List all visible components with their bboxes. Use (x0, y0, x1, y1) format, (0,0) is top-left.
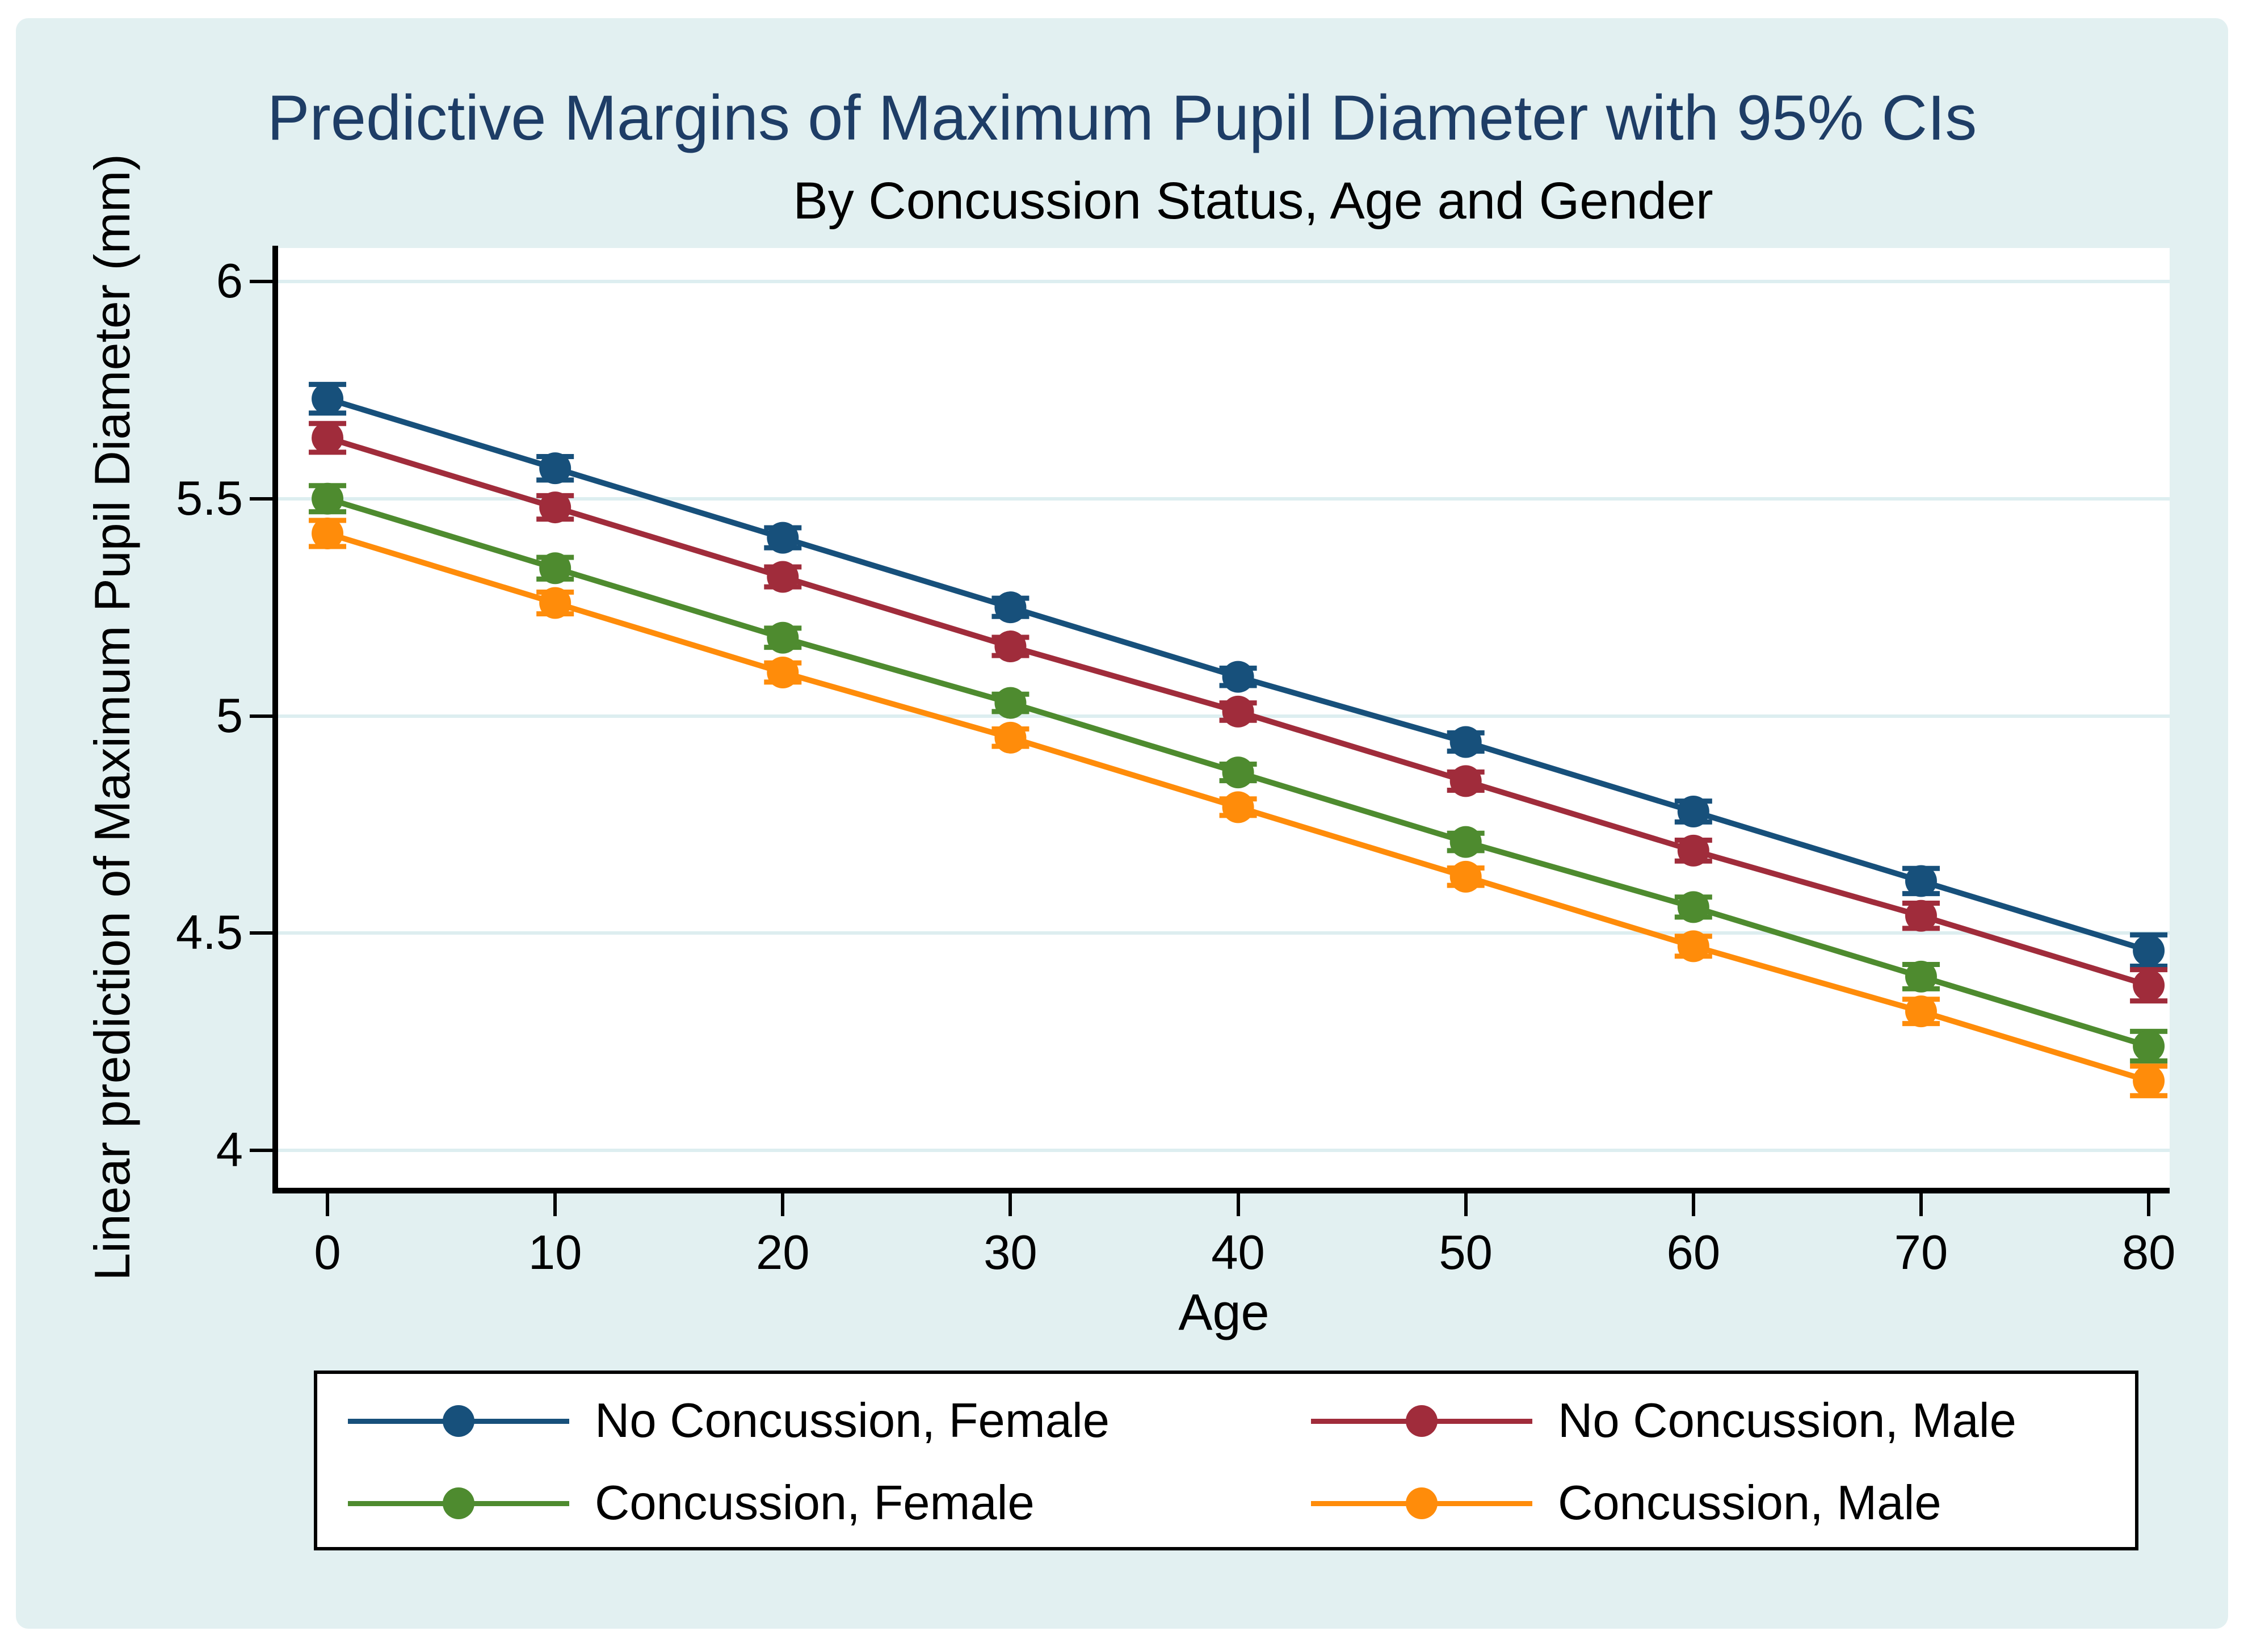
x-tick-mark (1236, 1193, 1240, 1216)
x-tick-label: 40 (1211, 1226, 1265, 1280)
legend-label: No Concussion, Female (595, 1394, 1110, 1448)
x-tick-mark (1691, 1193, 1695, 1216)
data-point-marker (1905, 899, 1937, 932)
x-tick-mark (326, 1193, 330, 1216)
data-point-marker (1449, 826, 1482, 858)
legend-key-marker (1406, 1487, 1438, 1519)
x-axis-line (272, 1188, 2170, 1193)
y-tick-mark (250, 714, 272, 718)
y-tick-label: 4 (216, 1123, 243, 1178)
data-point-marker (1449, 765, 1482, 797)
gridline-y-6 (278, 279, 2170, 283)
legend-label: Concussion, Female (595, 1476, 1035, 1530)
data-point-marker (539, 491, 571, 524)
x-tick-label: 70 (1894, 1226, 1948, 1280)
data-point-marker (1222, 756, 1254, 789)
x-tick-label: 0 (314, 1226, 341, 1280)
data-point-marker (1905, 995, 1937, 1028)
chart-title: Predictive Margins of Maximum Pupil Diam… (267, 82, 1977, 153)
data-point-marker (2133, 969, 2165, 1002)
data-point-marker (539, 587, 571, 619)
data-point-marker (994, 630, 1027, 663)
y-tick-label: 6 (216, 254, 243, 308)
x-tick-label: 80 (2121, 1226, 2176, 1280)
data-point-marker (312, 382, 344, 415)
data-point-marker (994, 687, 1027, 719)
figure-panel: Predictive Margins of Maximum Pupil Diam… (16, 18, 2228, 1629)
legend-label: No Concussion, Male (1558, 1394, 2016, 1448)
y-tick-mark (250, 279, 272, 283)
data-point-marker (767, 621, 799, 654)
x-tick-label: 50 (1439, 1226, 1493, 1280)
legend-label: Concussion, Male (1558, 1476, 1942, 1530)
data-point-marker (2133, 934, 2165, 966)
x-axis-title: Age (1178, 1284, 1270, 1341)
gridline-y-4.5 (278, 931, 2170, 935)
x-tick-mark (2147, 1193, 2151, 1216)
x-tick-mark (781, 1193, 785, 1216)
x-tick-label: 60 (1666, 1226, 1721, 1280)
legend-key-marker (443, 1405, 474, 1437)
y-tick-label: 5.5 (175, 471, 243, 526)
legend-key-marker (443, 1487, 474, 1519)
data-point-marker (2133, 1030, 2165, 1062)
x-tick-mark (1464, 1193, 1468, 1216)
data-point-marker (1905, 960, 1937, 993)
gridline-y-4 (278, 1149, 2170, 1153)
x-tick-mark (553, 1193, 557, 1216)
plot-area (278, 248, 2170, 1188)
data-point-marker (2133, 1065, 2165, 1097)
gridline-y-5.5 (278, 497, 2170, 501)
x-tick-mark (1919, 1193, 1923, 1216)
data-point-marker (312, 482, 344, 515)
legend-key-marker (1406, 1405, 1438, 1437)
legend-box: No Concussion, Female No Concussion, Male… (314, 1371, 2138, 1550)
data-point-marker (767, 561, 799, 593)
data-point-marker (1222, 661, 1254, 693)
x-tick-label: 20 (756, 1226, 810, 1280)
data-point-marker (312, 518, 344, 550)
data-point-marker (1677, 834, 1709, 867)
data-point-marker (767, 656, 799, 688)
data-point-marker (1677, 930, 1709, 962)
y-tick-label: 4.5 (175, 906, 243, 960)
data-point-marker (1677, 795, 1709, 827)
data-point-marker (994, 591, 1027, 624)
series-canvas (309, 381, 2168, 1099)
y-tick-mark (250, 1149, 272, 1153)
data-point-marker (767, 522, 799, 554)
data-point-marker (312, 422, 344, 454)
x-tick-label: 10 (528, 1226, 582, 1280)
y-tick-label: 5 (216, 688, 243, 743)
data-point-marker (539, 452, 571, 485)
x-tick-label: 30 (984, 1226, 1037, 1280)
data-point-marker (1449, 726, 1482, 758)
x-tick-mark (1008, 1193, 1012, 1216)
data-point-marker (539, 552, 571, 585)
data-point-marker (1222, 791, 1254, 823)
y-tick-mark (250, 931, 272, 935)
data-point-marker (994, 721, 1027, 754)
chart-subtitle: By Concussion Status, Age and Gender (793, 172, 1713, 230)
y-tick-mark (250, 497, 272, 501)
y-axis-line (272, 246, 278, 1193)
data-point-marker (1449, 860, 1482, 893)
data-point-marker (1677, 891, 1709, 923)
data-point-marker (1905, 865, 1937, 897)
data-point-marker (1222, 695, 1254, 728)
